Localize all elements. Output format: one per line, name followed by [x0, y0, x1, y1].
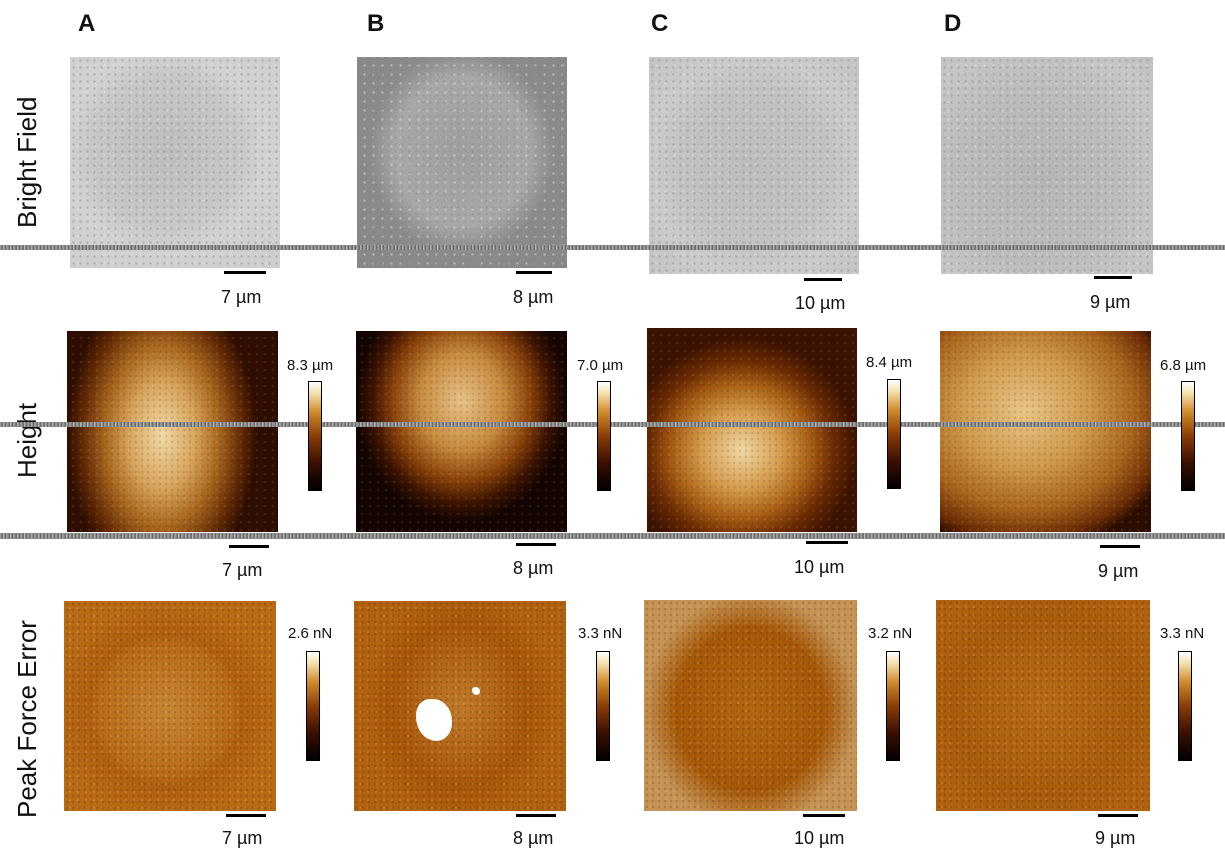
scale-bar: [806, 541, 848, 544]
scale-bar: [803, 814, 845, 817]
height-map-a: [67, 331, 278, 532]
column-label-a: A: [78, 10, 96, 37]
colorbar-max-label: 3.3 nN: [578, 625, 623, 642]
row-label-height: Height: [12, 402, 42, 478]
peak-force-error-colorbar: [306, 651, 320, 761]
scale-bar-label: 9 µm: [1095, 828, 1136, 848]
saturated-region: [416, 699, 452, 741]
scale-bar-label: 9 µm: [1098, 561, 1139, 581]
brightfield-image-d: [941, 57, 1153, 274]
colorbar-max-label: 8.3 µm: [287, 357, 334, 374]
height-colorbar: [597, 381, 611, 491]
scale-bar-label: 9 µm: [1090, 292, 1131, 312]
brightfield-image-b: [357, 57, 567, 268]
scale-bar: [1098, 814, 1138, 817]
colorbar-max-label: 8.4 µm: [866, 354, 913, 371]
colorbar-max-label: 6.8 µm: [1160, 357, 1207, 374]
scale-bar: [516, 814, 556, 817]
scale-bar: [229, 545, 269, 548]
saturated-region: [472, 687, 480, 695]
peak-force-error-colorbar: [886, 651, 900, 761]
scale-bar: [1094, 276, 1132, 279]
column-label-d: D: [944, 10, 962, 37]
scale-bar: [516, 543, 556, 546]
column-label-c: C: [651, 10, 669, 37]
brightfield-image-a: [70, 57, 280, 268]
scale-bar-label: 8 µm: [513, 287, 554, 307]
scale-bar: [1100, 545, 1140, 548]
scan-artifact-line: [0, 533, 1225, 539]
height-colorbar: [308, 381, 322, 491]
scale-bar-label: 7 µm: [221, 287, 262, 307]
scale-bar-label: 10 µm: [794, 828, 845, 848]
colorbar-max-label: 2.6 nN: [288, 625, 333, 642]
column-label-b: B: [367, 10, 385, 37]
height-colorbar: [887, 379, 901, 489]
scan-artifact-line: [0, 245, 1225, 250]
height-map-c: [647, 328, 857, 532]
row-label-peak-force-error: Peak Force Error: [12, 620, 42, 818]
colorbar-max-label: 7.0 µm: [577, 357, 624, 374]
height-colorbar: [1181, 381, 1195, 491]
peak-force-error-colorbar: [596, 651, 610, 761]
scale-bar-label: 7 µm: [222, 560, 263, 580]
scale-bar-label: 8 µm: [513, 828, 554, 848]
brightfield-image-c: [649, 57, 859, 274]
colorbar-max-label: 3.2 nN: [868, 625, 913, 642]
scale-bar: [516, 271, 552, 274]
scale-bar-label: 8 µm: [513, 558, 554, 578]
peak-force-error-map-b: [354, 601, 566, 811]
peak-force-error-map-c: [644, 600, 857, 811]
peak-force-error-map-a: [64, 601, 276, 811]
row-label-bright-field: Bright Field: [12, 96, 42, 229]
peak-force-error-map-d: [936, 600, 1150, 811]
scale-bar-label: 7 µm: [222, 828, 263, 848]
scale-bar-label: 10 µm: [794, 557, 845, 577]
scan-artifact-line: [0, 422, 1225, 427]
scale-bar: [224, 271, 266, 274]
peak-force-error-colorbar: [1178, 651, 1192, 761]
scale-bar: [226, 814, 266, 817]
scale-bar-label: 10 µm: [795, 293, 846, 313]
height-map-d: [940, 331, 1151, 532]
colorbar-max-label: 3.3 nN: [1160, 625, 1205, 642]
height-map-b: [356, 331, 567, 532]
scale-bar: [804, 278, 842, 281]
